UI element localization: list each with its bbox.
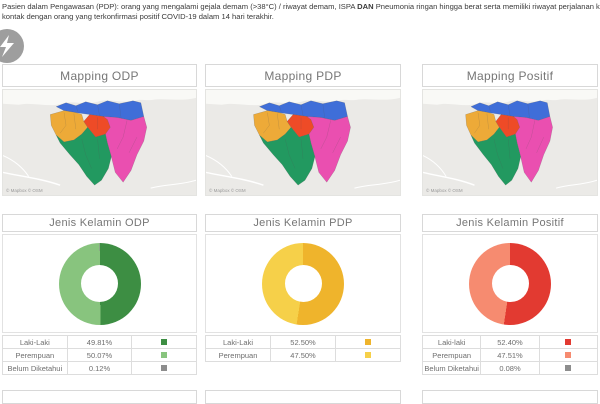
gender-odp-chart-area (2, 234, 197, 333)
definition-text: Pasien dalam Pengawasan (PDP): orang yan… (2, 2, 600, 22)
legend-swatch (161, 365, 168, 371)
jakarta-map-svg[interactable] (3, 90, 196, 195)
next-panel-stub (422, 390, 598, 404)
legend-row[interactable]: Perempuan 47.50% (206, 349, 401, 362)
legend-value: 49.81% (68, 336, 133, 348)
legend-value: 52.50% (271, 336, 336, 348)
legend-label: Laki-laki (423, 336, 482, 348)
gender-odp-donut-chart[interactable] (58, 242, 141, 325)
legend-value: 52.40% (481, 336, 540, 348)
legend-value: 50.07% (68, 349, 133, 361)
legend-swatch-cell (336, 336, 401, 348)
legend-label: Perempuan (206, 349, 271, 361)
legend-swatch-cell (336, 349, 401, 361)
legend-swatch (365, 339, 371, 345)
legend-swatch (365, 352, 371, 358)
legend-row[interactable]: Laki-Laki 52.50% (206, 336, 401, 349)
legend-swatch (161, 352, 168, 358)
legend-swatch (565, 352, 572, 358)
legend-value: 47.51% (481, 349, 540, 361)
jakarta-map-svg[interactable] (423, 90, 597, 195)
legend-swatch-cell (132, 362, 198, 374)
next-panel-stub (2, 390, 197, 404)
news-watermark-logo (0, 29, 24, 63)
legend-row[interactable]: Perempuan 47.51% (423, 349, 598, 362)
legend-row[interactable]: Perempuan 50.07% (3, 349, 198, 362)
gender-pdp-donut-chart[interactable] (262, 242, 344, 325)
legend-label: Belum Diketahui (423, 362, 482, 374)
legend-row[interactable]: Belum Diketahui 0.12% (3, 362, 198, 375)
legend-row[interactable]: Belum Diketahui 0.08% (423, 362, 598, 375)
jakarta-map-positif[interactable]: © Mapbox © OSM (422, 89, 598, 196)
jakarta-map-odp[interactable]: © Mapbox © OSM (2, 89, 197, 196)
map-pdp-title: Mapping PDP (205, 64, 401, 87)
legend-label: Laki-Laki (206, 336, 271, 348)
gender-pdp-chart-area (205, 234, 401, 333)
jakarta-map-pdp[interactable]: © Mapbox © OSM (205, 89, 401, 196)
legend-swatch-cell (540, 336, 598, 348)
legend-swatch-cell (132, 336, 198, 348)
map-attribution: © Mapbox © OSM (209, 188, 246, 193)
map-positif-title: Mapping Positif (422, 64, 598, 87)
map-attribution: © Mapbox © OSM (6, 188, 43, 193)
legend-label: Perempuan (423, 349, 482, 361)
legend-row[interactable]: Laki-Laki 49.81% (3, 336, 198, 349)
gender-positif-legend: Laki-laki 52.40% Perempuan 47.51% Belum … (422, 335, 598, 375)
gender-odp-title: Jenis Kelamin ODP (2, 214, 197, 232)
legend-row[interactable]: Laki-laki 52.40% (423, 336, 598, 349)
legend-swatch (565, 365, 572, 371)
map-odp-title: Mapping ODP (2, 64, 197, 87)
gender-odp-legend: Laki-Laki 49.81% Perempuan 50.07% Belum … (2, 335, 198, 375)
definition-line-2: kontak dengan orang yang terkonfirmasi p… (2, 12, 274, 21)
legend-label: Laki-Laki (3, 336, 68, 348)
legend-label: Belum Diketahui (3, 362, 68, 374)
legend-swatch (161, 339, 168, 345)
legend-swatch-cell (540, 362, 598, 374)
legend-value: 0.12% (68, 362, 133, 374)
legend-value: 0.08% (481, 362, 540, 374)
legend-swatch-cell (540, 349, 598, 361)
legend-swatch (565, 339, 572, 345)
legend-swatch-cell (132, 349, 198, 361)
map-attribution: © Mapbox © OSM (426, 188, 463, 193)
definition-line-1: Pasien dalam Pengawasan (PDP): orang yan… (2, 2, 600, 11)
legend-value: 47.50% (271, 349, 336, 361)
gender-pdp-title: Jenis Kelamin PDP (205, 214, 401, 232)
gender-positif-donut-chart[interactable] (469, 242, 551, 325)
jakarta-map-svg[interactable] (206, 90, 400, 195)
legend-label: Perempuan (3, 349, 68, 361)
gender-pdp-legend: Laki-Laki 52.50% Perempuan 47.50% (205, 335, 401, 362)
gender-positif-chart-area (422, 234, 598, 333)
next-panel-stub (205, 390, 401, 404)
gender-positif-title: Jenis Kelamin Positif (422, 214, 598, 232)
